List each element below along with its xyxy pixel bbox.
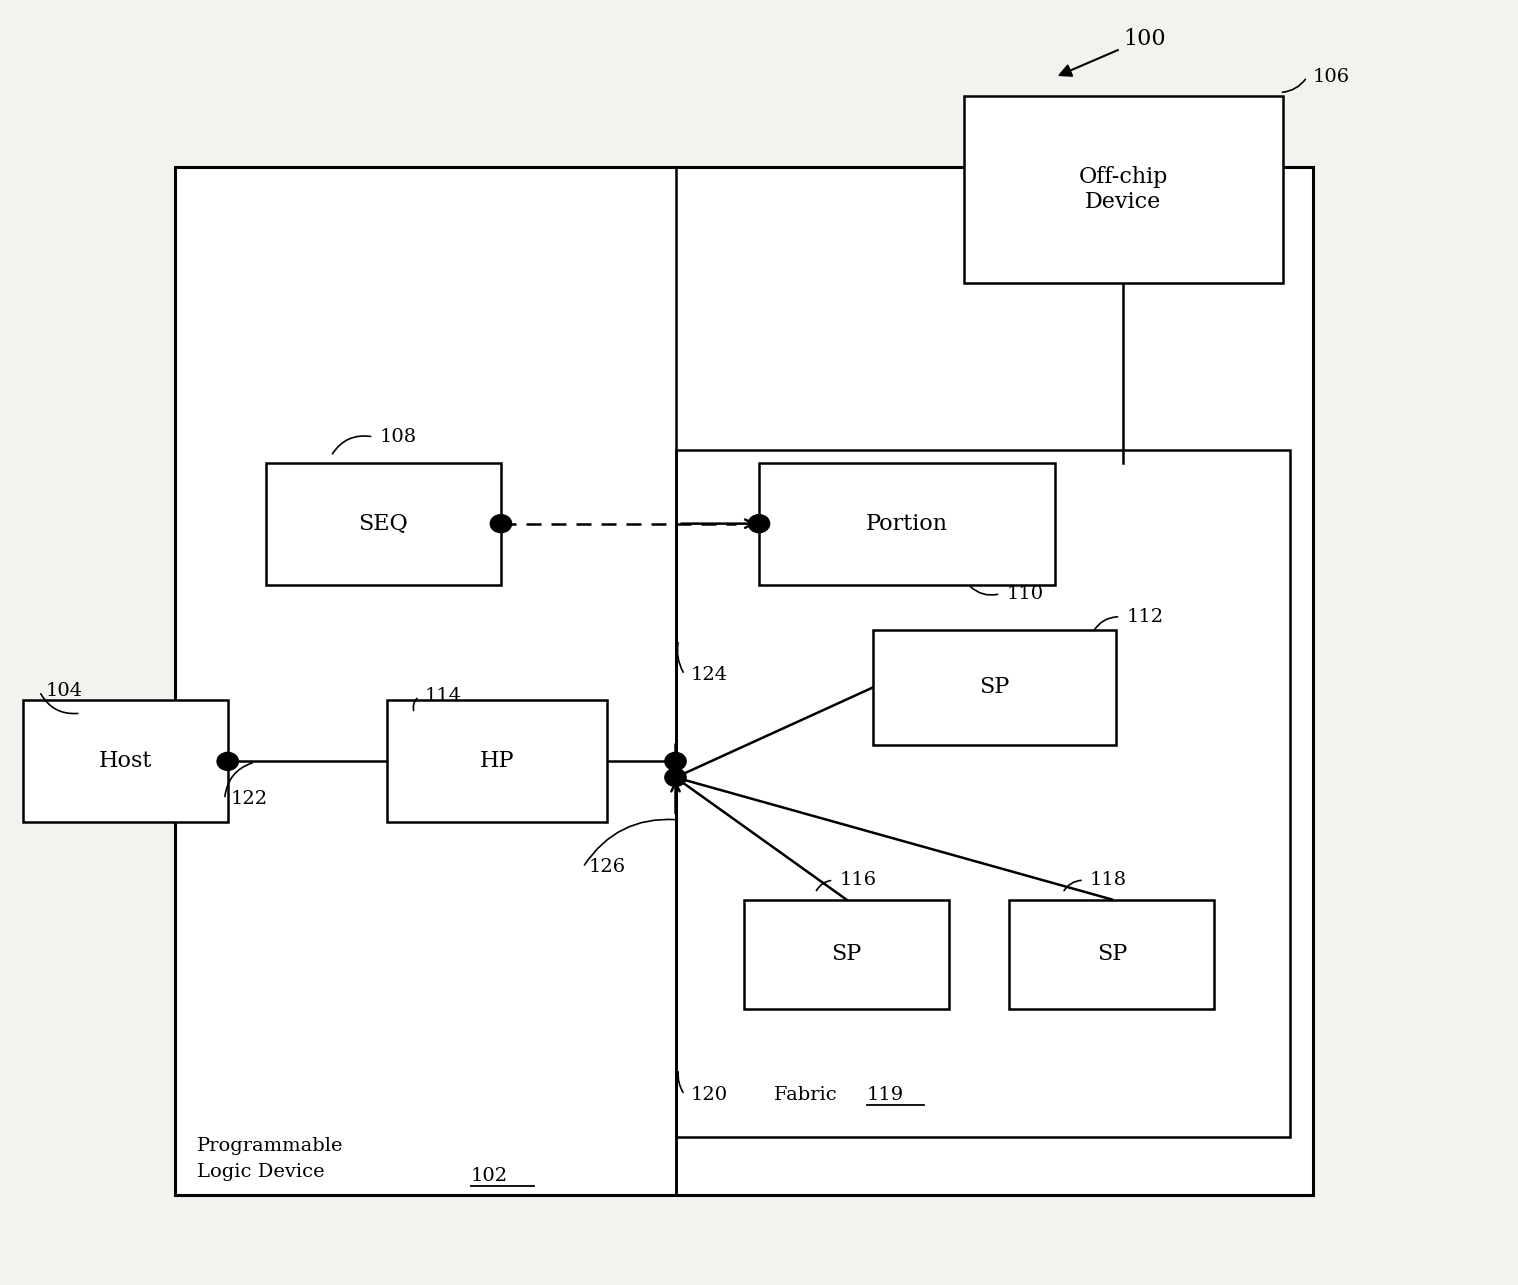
Text: 116: 116 xyxy=(839,871,876,889)
FancyBboxPatch shape xyxy=(676,450,1290,1137)
FancyBboxPatch shape xyxy=(387,700,607,822)
Text: 114: 114 xyxy=(425,687,461,705)
Text: Fabric: Fabric xyxy=(774,1086,842,1104)
Text: 112: 112 xyxy=(1126,608,1163,626)
Text: 126: 126 xyxy=(589,858,625,876)
Text: SEQ: SEQ xyxy=(358,513,408,535)
Text: SP: SP xyxy=(1098,943,1126,965)
Text: 110: 110 xyxy=(1006,585,1043,603)
FancyBboxPatch shape xyxy=(175,167,1313,1195)
FancyBboxPatch shape xyxy=(1009,899,1214,1009)
Circle shape xyxy=(490,514,512,532)
Text: 100: 100 xyxy=(1060,27,1166,76)
Text: SP: SP xyxy=(832,943,861,965)
Text: Host: Host xyxy=(99,750,152,772)
Circle shape xyxy=(217,753,238,771)
Text: 124: 124 xyxy=(691,666,727,684)
Circle shape xyxy=(665,768,686,786)
FancyBboxPatch shape xyxy=(266,463,501,585)
Circle shape xyxy=(748,514,770,532)
Text: 120: 120 xyxy=(691,1086,727,1104)
FancyBboxPatch shape xyxy=(744,899,949,1009)
Text: 102: 102 xyxy=(471,1167,507,1185)
FancyBboxPatch shape xyxy=(964,96,1283,283)
FancyBboxPatch shape xyxy=(873,630,1116,745)
FancyBboxPatch shape xyxy=(23,700,228,822)
Text: Off-chip
Device: Off-chip Device xyxy=(1079,166,1167,213)
Text: 119: 119 xyxy=(867,1086,905,1104)
Text: Portion: Portion xyxy=(865,513,949,535)
FancyBboxPatch shape xyxy=(759,463,1055,585)
Text: 104: 104 xyxy=(46,682,82,700)
Text: 106: 106 xyxy=(1313,68,1350,86)
Text: HP: HP xyxy=(480,750,515,772)
Text: 108: 108 xyxy=(380,428,416,446)
Text: SP: SP xyxy=(979,676,1009,699)
Text: 118: 118 xyxy=(1090,871,1126,889)
Text: Programmable
Logic Device: Programmable Logic Device xyxy=(197,1137,345,1181)
Text: 122: 122 xyxy=(231,790,267,808)
Circle shape xyxy=(665,753,686,771)
